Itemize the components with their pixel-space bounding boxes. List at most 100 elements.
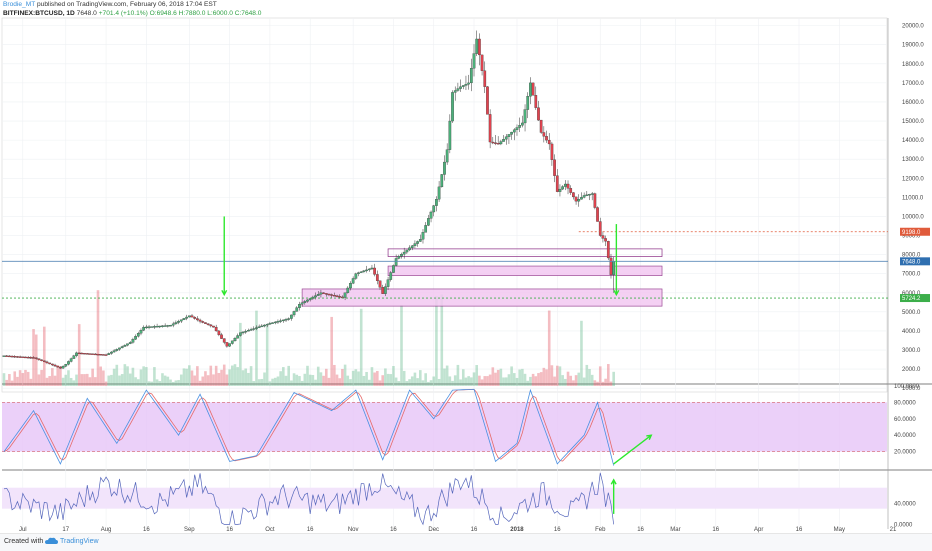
volume-bar xyxy=(472,372,476,386)
candle-body xyxy=(531,82,535,96)
candle-body xyxy=(91,353,94,355)
volume-bar xyxy=(531,373,535,386)
x-tick-label: Apr xyxy=(754,527,763,533)
volume-bar xyxy=(150,381,154,386)
candle-body xyxy=(588,194,591,196)
volume-bar xyxy=(577,372,581,386)
candle-body xyxy=(365,269,368,272)
candle-body xyxy=(56,365,60,368)
volume-bar xyxy=(445,365,449,386)
candle-body xyxy=(504,136,508,140)
volume-bar xyxy=(400,305,403,386)
volume-bar xyxy=(346,375,350,386)
volume-bar xyxy=(448,376,452,386)
x-tick-label: 17 xyxy=(62,527,69,533)
candle-body xyxy=(139,330,143,334)
volume-bar xyxy=(80,374,84,386)
volume-bar xyxy=(443,368,446,386)
price-level-tag xyxy=(900,294,930,303)
candle-body xyxy=(2,355,6,357)
volume-bar xyxy=(327,377,331,386)
volume-bar xyxy=(112,368,116,386)
candle-body xyxy=(566,183,570,189)
volume-bar xyxy=(303,373,307,386)
candle-body xyxy=(193,316,197,319)
candle-body xyxy=(244,330,248,333)
candle-body xyxy=(142,326,146,331)
author-link[interactable]: Brodie_MT xyxy=(3,1,36,8)
volume-bar xyxy=(255,310,258,386)
candle-body xyxy=(96,353,100,356)
candle-body xyxy=(21,356,25,358)
volume-bar xyxy=(10,380,14,386)
tradingview-brand[interactable]: TradingView xyxy=(60,538,99,545)
volume-bar xyxy=(155,379,159,386)
y-tick-label: 16000.0 xyxy=(902,100,924,106)
candle-body xyxy=(437,186,441,200)
candle-body xyxy=(16,356,19,358)
volume-bar xyxy=(502,377,505,386)
volume-bar xyxy=(139,369,143,386)
candle-body xyxy=(206,323,210,325)
candle-body xyxy=(131,339,135,343)
volume-bar xyxy=(324,368,328,386)
volume-bar xyxy=(333,364,336,386)
volume-bar xyxy=(26,371,30,386)
candle-body xyxy=(440,174,444,188)
volume-bar xyxy=(166,376,170,386)
chart-canvas[interactable]: Jul 17 Aug 16 Sep 16 Oct 16 Nov 16 Dec 16 2018 16 Feb 1… xyxy=(0,0,932,533)
volume-bar xyxy=(432,376,436,386)
candle-body xyxy=(182,318,186,320)
volume-bar xyxy=(56,365,60,386)
volume-bar xyxy=(128,373,132,386)
candle-body xyxy=(488,114,492,143)
volume-bar xyxy=(102,370,105,386)
volume-bar xyxy=(94,377,97,386)
osc-arrow-head xyxy=(610,478,617,485)
candle-body xyxy=(418,239,422,242)
volume-bar xyxy=(440,294,444,386)
y-tick-label: 18000.0 xyxy=(902,62,924,68)
candle-body xyxy=(112,350,116,353)
volume-bar xyxy=(110,374,113,386)
candle-body xyxy=(537,107,540,121)
candle-body xyxy=(29,357,33,359)
candle-body xyxy=(190,315,194,318)
volume-bar xyxy=(370,367,374,386)
candle-body xyxy=(209,324,213,327)
candle-body xyxy=(5,355,9,357)
volume-bar xyxy=(99,366,102,386)
candle-body xyxy=(281,319,285,322)
candle-body xyxy=(539,119,543,133)
candle-body xyxy=(166,325,170,327)
candle-body xyxy=(574,196,578,202)
volume-bar xyxy=(252,381,256,386)
candle-body xyxy=(475,38,479,54)
y-tick-label: 5000.0 xyxy=(902,310,921,316)
candle-body xyxy=(64,364,68,367)
candle-body xyxy=(247,330,250,332)
candle-body xyxy=(400,254,403,257)
volume-bar xyxy=(561,375,564,386)
volume-bar xyxy=(394,377,398,386)
volume-bar xyxy=(182,368,186,386)
candle-body xyxy=(510,131,513,135)
candle-body xyxy=(236,335,240,339)
stoch-k-line xyxy=(3,388,615,466)
volume-bar xyxy=(247,372,250,386)
x-tick-label: Mar xyxy=(670,527,680,533)
volume-bar xyxy=(284,375,288,386)
y-tick-label: 7000.0 xyxy=(902,272,921,278)
candle-body xyxy=(8,355,11,358)
candle-body xyxy=(37,358,41,360)
volume-bar xyxy=(169,379,172,386)
volume-bar xyxy=(134,377,137,386)
volume-bar xyxy=(402,370,406,386)
candle-body xyxy=(534,95,538,108)
volume-bar xyxy=(279,371,282,386)
candle-body xyxy=(612,261,616,275)
volume-bar xyxy=(521,368,524,386)
candle-body xyxy=(233,338,237,342)
volume-bar xyxy=(96,290,100,386)
candle-body xyxy=(405,249,409,253)
